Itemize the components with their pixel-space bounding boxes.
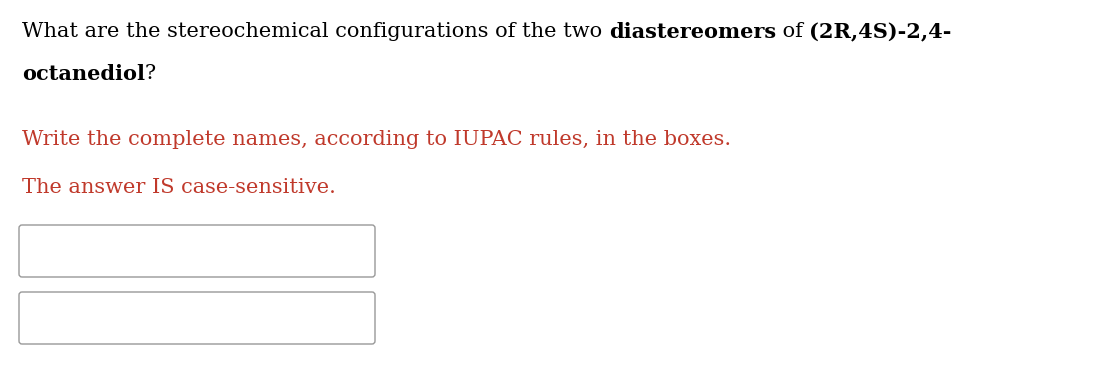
Text: (2R,4S)-2,4-: (2R,4S)-2,4-	[809, 22, 952, 42]
FancyBboxPatch shape	[19, 225, 375, 277]
Text: What are the stereochemical configurations of the two: What are the stereochemical configuratio…	[22, 22, 608, 41]
Text: of: of	[776, 22, 809, 41]
Text: The answer IS case-sensitive.: The answer IS case-sensitive.	[22, 178, 336, 197]
Text: diastereomers: diastereomers	[608, 22, 776, 42]
Text: Write the complete names, according to IUPAC rules, in the boxes.: Write the complete names, according to I…	[22, 130, 731, 149]
Text: ?: ?	[145, 64, 156, 83]
Text: octanediol: octanediol	[22, 64, 145, 84]
FancyBboxPatch shape	[19, 292, 375, 344]
